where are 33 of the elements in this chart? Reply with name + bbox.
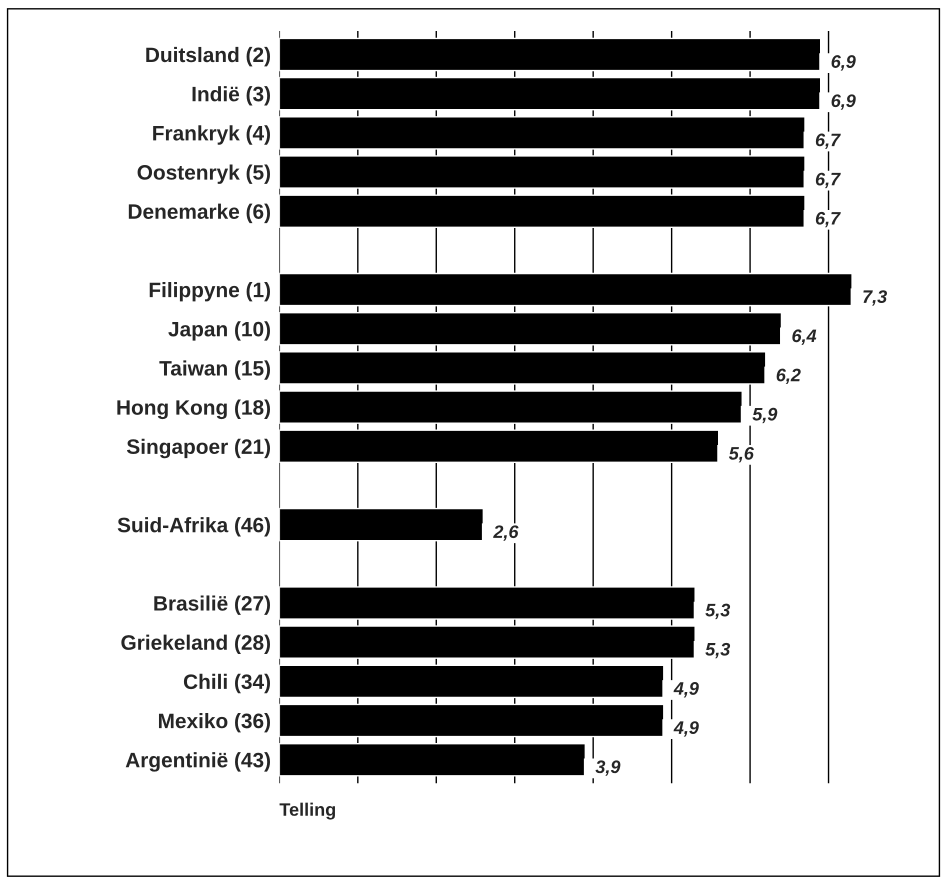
y-tick-label: Mexiko (36) <box>158 712 270 732</box>
data-label: 5,6 <box>728 446 754 462</box>
data-label: 5,3 <box>705 604 730 620</box>
y-tick-label: Argentinië (43) <box>126 752 270 772</box>
y-tick-label: Singapoer (21) <box>126 438 270 458</box>
data-label: 6,4 <box>792 329 816 345</box>
y-tick-label: Duitsland (2) <box>146 46 270 66</box>
data-label: 4,9 <box>674 721 699 737</box>
y-tick-label: Taiwan (15) <box>159 360 270 380</box>
y-tick-label: Frankryk (4) <box>153 125 270 145</box>
data-label: 5,9 <box>752 408 778 424</box>
y-tick-label: Oostenryk (5) <box>138 164 270 184</box>
data-label: 3,9 <box>596 760 620 776</box>
data-label: 7,3 <box>863 290 888 306</box>
data-label: 6,7 <box>816 134 841 149</box>
y-tick-label: Chili (34) <box>184 674 270 694</box>
data-label: 2,6 <box>493 525 519 541</box>
y-tick-label: Hong Kong (18) <box>117 400 270 420</box>
x-axis-title: Telling <box>280 802 336 820</box>
y-tick-label: Griekeland (28) <box>121 634 270 654</box>
y-tick-label: Japan (10) <box>168 321 270 341</box>
data-label: 5,3 <box>705 642 730 658</box>
y-tick-label: Denemarke (6) <box>128 204 270 224</box>
data-label: 4,9 <box>674 682 699 698</box>
data-label: 6,7 <box>816 212 841 228</box>
data-label: 6,2 <box>776 368 801 384</box>
y-tick-label: Filippyne (1) <box>150 282 270 302</box>
data-label: 6,9 <box>832 94 856 110</box>
y-tick-label: Indië (3) <box>192 86 270 106</box>
data-label: 6,9 <box>832 55 856 71</box>
y-tick-label: Brasilië (27) <box>154 595 270 615</box>
data-label: 6,7 <box>816 172 841 188</box>
y-tick-label: Suid-Afrika (46) <box>118 517 270 537</box>
